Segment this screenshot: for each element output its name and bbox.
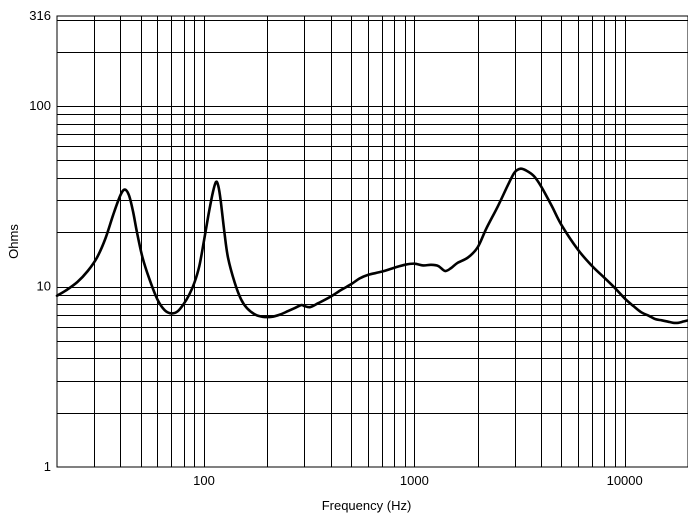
y-axis-label: Ohms [6, 224, 21, 259]
x-axis-label: Frequency (Hz) [322, 498, 412, 513]
grid [57, 16, 688, 467]
x-tick-labels: 100 1000 10000 [193, 473, 643, 488]
series-line [55, 167, 688, 325]
y-tick-label: 10 [37, 279, 51, 294]
y-tick-label: 100 [29, 98, 51, 113]
x-tick-label: 100 [193, 473, 215, 488]
y-tick-label: 1 [44, 459, 51, 474]
plot-frame [56, 15, 688, 468]
x-tick-label: 1000 [400, 473, 429, 488]
x-tick-label: 10000 [607, 473, 643, 488]
y-tick-label: 316 [29, 8, 51, 23]
y-tick-labels: 1 10 100 316 [29, 8, 51, 474]
